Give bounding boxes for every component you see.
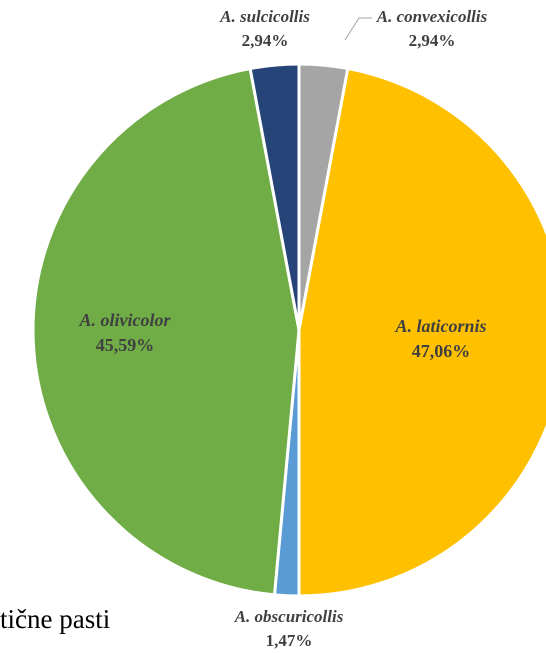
slice-label-a-sulcicollis: A. sulcicollis (219, 7, 310, 26)
pie-slice-a-laticornis (297, 67, 546, 598)
slice-value-a-convexicollis: 2,94% (409, 31, 456, 50)
slice-label-a-laticornis: A. laticornis (394, 316, 486, 336)
pie-labels: A. convexicollis 2,94% A. laticornis 47,06%… (79, 7, 488, 650)
pie-slices (31, 62, 546, 598)
slice-label-a-obscuricollis: A. obscuricollis (234, 607, 344, 626)
slice-value-a-sulcicollis: 2,94% (242, 31, 289, 50)
slice-label-a-convexicollis: A. convexicollis (376, 7, 488, 26)
pie-slice-a-sulcicollis (248, 62, 301, 332)
leader-line-a-convexicollis (344, 17, 372, 41)
slice-value-a-laticornis: 47,06% (412, 341, 471, 361)
background-caption-fragment: tične pasti (0, 604, 111, 634)
slice-value-a-olivicolor: 45,59% (96, 335, 155, 355)
slice-label-a-olivicolor: A. olivicolor (79, 310, 172, 330)
pie-slice-a-olivicolor (31, 67, 301, 597)
slice-value-a-obscuricollis: 1,47% (266, 631, 313, 650)
